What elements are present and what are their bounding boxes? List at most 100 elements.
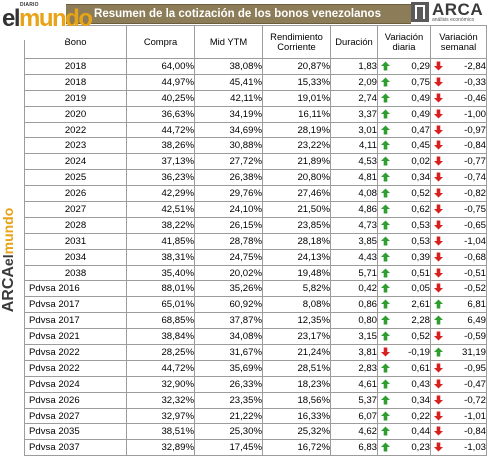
cell-duracion: 4,73 [330,216,378,234]
cell-duracion: 4,43 [330,248,378,266]
cell-variacion-semanal: -1,04 [430,232,487,250]
cell-variacion-semanal: -0,59 [430,328,487,346]
cell-compra: 42,29% [126,185,195,203]
arrow-up-icon [381,172,390,182]
cell-variacion-semanal: -1,03 [430,439,487,456]
arrow-up-icon [381,61,390,71]
page: DIARIO elmundo Resumen de la cotización … [0,0,487,456]
col-header-rendimiento: Rendimiento Corriente [262,25,331,59]
cell-bono: 2022 [24,121,127,139]
cell-rendimiento: 8,08% [262,296,331,314]
variacion-semanal-value: -0,84 [464,140,486,152]
cell-variacion-semanal: -0,65 [430,216,487,234]
cell-variacion-semanal: 31,19 [430,344,487,361]
cell-bono: Pdvsa 2024 [24,375,127,393]
arrow-up-icon [381,77,390,87]
cell-variacion-diaria: 0,44 [377,423,431,441]
cell-compra: 68,85% [126,312,195,330]
cell-variacion-diaria: 0,61 [377,359,431,377]
cell-mid-ytm: 29,76% [194,185,263,203]
cell-bono: 2026 [24,185,127,203]
cell-rendimiento: 23,85% [262,216,331,234]
cell-rendimiento: 18,56% [262,391,331,409]
arrow-up-icon [434,347,443,357]
cell-compra: 41,85% [126,232,195,250]
cell-compra: 32,97% [126,407,195,425]
cell-variacion-semanal: -0,84 [430,423,487,441]
variacion-semanal-value: -1,01 [464,410,486,422]
cell-variacion-diaria: 0,52 [377,328,431,346]
logo-el: el [2,5,21,32]
arrow-up-icon [381,236,390,246]
cell-bono: 2034 [24,248,127,266]
cell-variacion-diaria: 0,75 [377,73,431,91]
cell-duracion: 4,86 [330,201,378,218]
cell-variacion-diaria: 0,29 [377,58,431,75]
cell-bono: 2028 [24,216,127,234]
cell-variacion-semanal: -0,84 [430,137,487,155]
variacion-diaria-value: 0,75 [411,76,430,88]
variacion-semanal-value: -0,72 [464,394,486,406]
variacion-diaria-value: 0,49 [411,92,430,104]
cell-duracion: 5,37 [330,391,378,409]
cell-rendimiento: 21,89% [262,153,331,171]
variacion-semanal-value: -0,65 [464,219,486,231]
cell-mid-ytm: 26,33% [194,375,263,393]
cell-mid-ytm: 25,30% [194,423,263,441]
table-row: 2018 44,97% 45,41% 15,33% 2,09 0,75 -0,33 [24,73,487,91]
variacion-diaria-value: 0,02 [411,156,430,168]
arrow-down-icon [434,140,443,150]
variacion-semanal-value: -0,84 [464,426,486,438]
cell-duracion: 6,83 [330,439,378,456]
variacion-diaria-value: 0,49 [411,108,430,120]
cell-rendimiento: 23,17% [262,328,331,346]
cell-bono: 2019 [24,89,127,107]
arrow-down-icon [434,220,443,230]
cell-compra: 38,26% [126,137,195,155]
cell-duracion: 4,08 [330,185,378,203]
arrow-up-icon [381,204,390,214]
cell-compra: 32,89% [126,439,195,456]
cell-duracion: 6,07 [330,407,378,425]
cell-duracion: 4,81 [330,169,378,187]
cell-rendimiento: 16,33% [262,407,331,425]
logo-mundo: mundo [19,5,93,32]
cell-variacion-diaria: 0,22 [377,407,431,425]
cell-rendimiento: 28,51% [262,359,331,377]
side-vertical-logo: ARCAelmundo [0,195,26,325]
cell-variacion-diaria: 0,51 [377,264,431,282]
cell-variacion-diaria: 0,23 [377,439,431,456]
cell-mid-ytm: 34,69% [194,121,263,139]
cell-mid-ytm: 26,38% [194,169,263,187]
cell-compra: 38,84% [126,328,195,346]
side-logo-el: el [0,254,16,267]
cell-compra: 35,40% [126,264,195,282]
cell-mid-ytm: 17,45% [194,439,263,456]
table-row: 2018 64,00% 38,08% 20,87% 1,83 0,29 -2,84 [24,58,487,75]
cell-rendimiento: 20,80% [262,169,331,187]
cell-bono: Pdvsa 2027 [24,407,127,425]
cell-variacion-semanal: 6,81 [430,296,487,314]
arrow-up-icon [434,299,443,309]
arrow-up-icon [434,315,443,325]
cell-duracion: 4,11 [330,137,378,155]
cell-rendimiento: 16,11% [262,105,331,123]
cell-rendimiento: 16,72% [262,439,331,456]
logo-small-text: DIARIO [20,2,39,8]
col-header-duracion: Duración [330,25,378,59]
table-row: Pdvsa 2037 32,89% 17,45% 16,72% 6,83 0,23 -1,0… [24,439,487,456]
table-row: 2028 38,22% 26,15% 23,85% 4,73 0,53 -0,65 [24,216,487,234]
arrow-down-icon [434,442,443,452]
table-header-row: Bono Compra Mid YTM Rendimiento Corrient… [24,25,487,59]
cell-rendimiento: 27,46% [262,185,331,203]
cell-variacion-semanal: 6,49 [430,312,487,330]
table-row: 2020 36,63% 34,19% 16,11% 3,37 0,49 -1,00 [24,105,487,123]
cell-rendimiento: 24,13% [262,248,331,266]
arrow-down-icon [434,109,443,119]
variacion-diaria-value: 0,44 [411,426,430,438]
cell-compra: 37,13% [126,153,195,171]
arrow-down-icon [434,331,443,341]
variacion-semanal-value: -2,84 [464,60,486,72]
arrow-up-icon [381,379,390,389]
bonds-table: Bono Compra Mid YTM Rendimiento Corrient… [24,25,487,456]
